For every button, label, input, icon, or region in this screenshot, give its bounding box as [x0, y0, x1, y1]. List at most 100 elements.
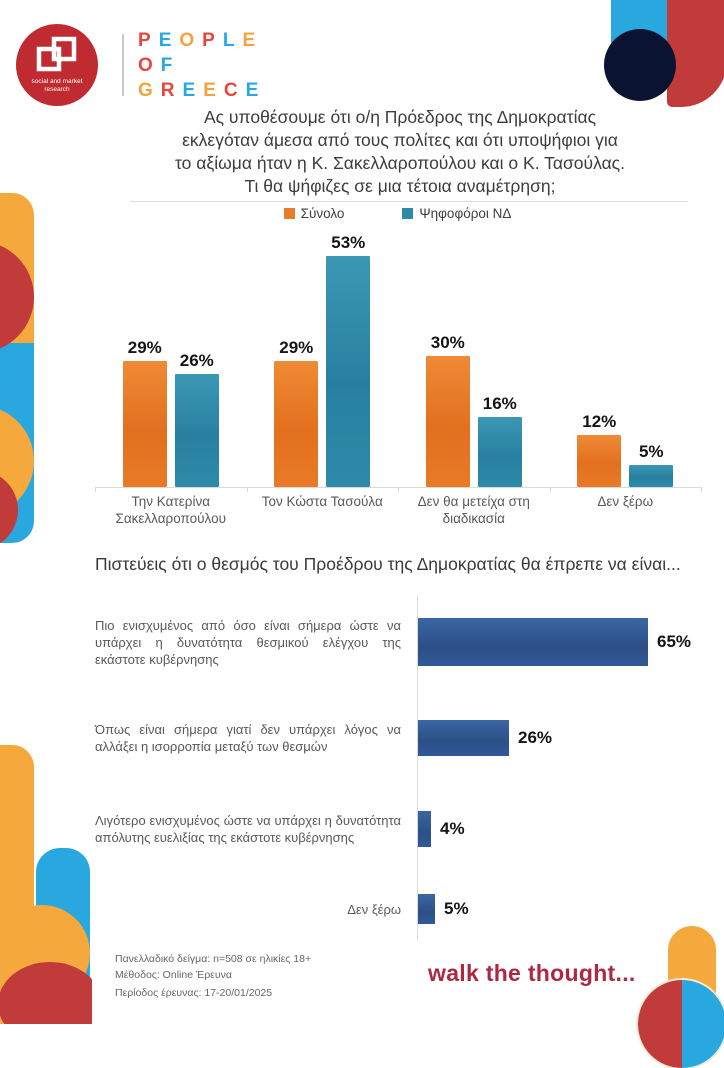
- legend-item: Ψηφοφόροι ΝΔ: [402, 206, 511, 221]
- wordmark-line: GREECE: [138, 78, 266, 103]
- bar-value-label: 29%: [279, 338, 314, 357]
- chart1-title-line: Τι θα ψήφιζες σε μια τέτοια αναμέτρηση;: [244, 176, 556, 196]
- hbar-value-label: 5%: [444, 899, 469, 918]
- wordmark-line: OF: [138, 53, 266, 78]
- bar-nd-voters: [326, 256, 371, 487]
- bar-wrap: 26%: [174, 351, 219, 487]
- bar-value-label: 30%: [430, 333, 465, 352]
- footer-period-line: Περίοδος έρευνας: 17-20/01/2025: [115, 987, 273, 999]
- wordmark-letter: E: [182, 80, 204, 101]
- chart2-block: Πιο ενισχυμένος από όσο είναι σήμερα ώστ…: [95, 592, 720, 944]
- bar-group: 29% 53%: [247, 226, 399, 487]
- chart1-title-line: εκλεγόταν άμεσα από τους πολίτες και ότι…: [182, 130, 618, 150]
- bar-group: 12% 5%: [550, 226, 702, 487]
- wordmark-letter: E: [158, 30, 180, 51]
- wordmark-letter: L: [222, 30, 243, 51]
- bar-nd-voters: [174, 374, 219, 487]
- decor-top-right-navy-circle: [604, 29, 676, 101]
- chart2-rows: Πιο ενισχυμένος από όσο είναι σήμερα ώστ…: [95, 592, 720, 944]
- bar-group: 30% 16%: [398, 226, 550, 487]
- hbar-category-label: Δεν ξέρω: [347, 901, 401, 917]
- bar-total: [122, 361, 167, 487]
- axis-tick: [95, 487, 96, 492]
- bar-value-label: 5%: [638, 442, 664, 461]
- bar-total: [425, 356, 470, 487]
- decor-top-right-red: [667, 0, 724, 107]
- logo-circle: social and market research: [16, 24, 98, 106]
- chart1-categories: Την Κατερίνα Σακελλαροπούλου Τον Κώστα Τα…: [95, 493, 701, 527]
- chart1-legend: Σύνολο Ψηφοφόροι ΝΔ: [95, 206, 700, 221]
- bar-total: [577, 435, 622, 487]
- decor-bottom-right-circle: [638, 980, 724, 1068]
- decor-bottom-left-group: [0, 740, 92, 1024]
- bar-value-label: 26%: [179, 351, 214, 370]
- logo-caption: social and market research: [16, 78, 98, 94]
- legend-swatch: [283, 208, 295, 219]
- bar-total: [274, 361, 319, 487]
- hbar-row: Δεν ξέρω 5%: [95, 874, 720, 944]
- tagline: walk the thought...: [428, 960, 636, 986]
- category-label: Δεν ξέρω: [597, 494, 654, 509]
- hbar-area: 4%: [417, 811, 720, 847]
- hbar-value-label: 26%: [518, 728, 553, 747]
- hbar-value-label: 65%: [657, 632, 692, 651]
- bar-wrap: 29%: [122, 338, 167, 487]
- bar-wrap: 12%: [577, 412, 622, 487]
- hbar: [417, 811, 431, 847]
- hbar-area: 65%: [417, 618, 720, 666]
- hbar-category-label: Πιο ενισχυμένος από όσο είναι σήμερα ώστ…: [95, 617, 401, 667]
- bar-value-label: 12%: [582, 412, 617, 431]
- legend-item: Σύνολο: [283, 206, 344, 221]
- bar-wrap: 16%: [477, 394, 522, 487]
- wordmark-letter: C: [223, 80, 246, 101]
- logo-wordmark: PEOPLE OF GREECE: [138, 28, 266, 103]
- chart1-title-line: Ας υποθέσουμε ότι ο/η Πρόεδρος της Δημοκ…: [203, 107, 597, 127]
- wordmark-letter: G: [138, 80, 161, 101]
- hbar-area: 26%: [417, 720, 720, 756]
- wordmark-letter: O: [138, 55, 161, 76]
- bar-wrap: 29%: [274, 338, 319, 487]
- bar-group: 29% 26%: [95, 226, 247, 487]
- wordmark-letter: E: [242, 30, 264, 51]
- decor-circle-blue-half: [682, 980, 724, 1068]
- wordmark-line: PEOPLE: [138, 28, 266, 53]
- hbar-category-label: Λιγότερο ενισχυμένος ώστε να υπάρχει η δ…: [95, 813, 401, 845]
- category-label: Δεν θα μετείχα στη διαδικασία: [417, 494, 530, 526]
- footer-sample-line: Πανελλαδικό δείγμα: n=508 σε ηλικίες 18+: [115, 953, 312, 965]
- bar-value-label: 29%: [127, 338, 162, 357]
- logo-glyph-icon: [36, 36, 77, 72]
- bar-nd-voters: [629, 465, 674, 487]
- hbar-row: Λιγότερο ενισχυμένος ώστε να υπάρχει η δ…: [95, 784, 720, 874]
- axis-tick: [246, 487, 248, 492]
- wordmark-letter: P: [138, 30, 159, 51]
- axis-tick: [549, 487, 551, 492]
- chart1-title-line: το αξίωμα ήταν η Κ. Σακελλαροπούλου και …: [175, 153, 625, 173]
- footer-method-line: Μέθοδος: Online Έρευνα: [115, 968, 232, 981]
- wordmark-letter: O: [179, 30, 203, 51]
- hbar-area: 5%: [417, 894, 720, 924]
- axis-tick: [398, 487, 399, 492]
- wordmark-letter: E: [203, 80, 224, 101]
- axis-tick: [701, 487, 702, 492]
- hbar-row: Πιο ενισχυμένος από όσο είναι σήμερα ώστ…: [95, 592, 720, 692]
- hbar: [417, 894, 435, 924]
- footer-note: Πανελλαδικό δείγμα: n=508 σε ηλικίες 18+…: [115, 952, 311, 1002]
- bar-value-label: 16%: [482, 394, 517, 413]
- chart1-top-divider: [130, 201, 688, 202]
- hbar-category-label: Όπως είναι σήμερα γιατί δεν υπάρχει λόγο…: [95, 722, 401, 754]
- decor-red-ellipse: [0, 962, 92, 1024]
- bar-nd-voters: [477, 417, 522, 487]
- logo-caption-line: social and market: [31, 78, 83, 85]
- legend-swatch: [402, 208, 414, 219]
- bar-wrap: 5%: [629, 442, 674, 487]
- logo-caption-line: research: [44, 86, 70, 93]
- logo-divider: [122, 34, 124, 96]
- decor-left-strip: [0, 193, 40, 543]
- wordmark-letter: R: [160, 80, 183, 101]
- chart1-title: Ας υποθέσουμε ότι ο/η Πρόεδρος της Δημοκ…: [110, 106, 690, 198]
- hbar-row: Όπως είναι σήμερα γιατί δεν υπάρχει λόγο…: [95, 692, 720, 784]
- bar-wrap: 53%: [326, 233, 371, 487]
- bar-value-label: 53%: [331, 233, 366, 252]
- legend-label: Ψηφοφόροι ΝΔ: [419, 206, 512, 221]
